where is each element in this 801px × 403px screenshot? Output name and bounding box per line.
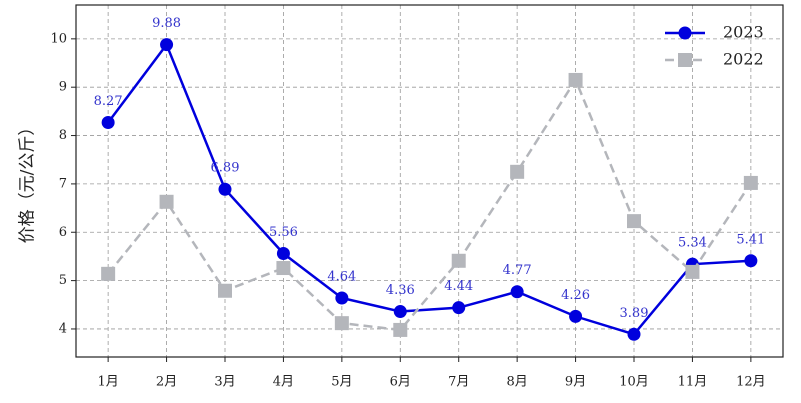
value-label: 8.27 bbox=[94, 94, 123, 109]
y-tick-label: 10 bbox=[50, 31, 67, 46]
y-tick-label: 7 bbox=[59, 176, 67, 191]
value-label: 4.36 bbox=[386, 283, 415, 298]
x-tick-label: 6月 bbox=[390, 375, 411, 390]
y-tick-label: 4 bbox=[59, 321, 67, 336]
point bbox=[101, 115, 115, 129]
y-tick-label: 6 bbox=[59, 225, 67, 240]
point bbox=[217, 283, 232, 298]
point bbox=[159, 194, 174, 209]
legend-label: 2022 bbox=[723, 50, 764, 69]
x-tick-label: 10月 bbox=[619, 375, 649, 390]
y-axis-label: 价格（元/公斤） bbox=[18, 119, 38, 244]
legend-label: 2023 bbox=[723, 23, 764, 42]
point bbox=[743, 175, 758, 190]
x-tick-label: 11月 bbox=[678, 375, 708, 390]
value-label: 5.56 bbox=[269, 225, 298, 240]
y-tick-label: 5 bbox=[59, 273, 67, 288]
point bbox=[510, 164, 525, 179]
plot-frame bbox=[75, 4, 784, 358]
point bbox=[627, 327, 641, 341]
value-label: 3.89 bbox=[620, 306, 649, 321]
point bbox=[451, 253, 466, 268]
point bbox=[276, 247, 290, 261]
point bbox=[568, 72, 583, 87]
value-label: 4.77 bbox=[503, 263, 532, 278]
y-tick-label: 8 bbox=[59, 128, 67, 143]
value-label: 6.89 bbox=[211, 161, 240, 176]
value-label: 5.41 bbox=[736, 232, 765, 247]
point bbox=[744, 254, 758, 268]
value-label: 5.34 bbox=[678, 236, 707, 251]
value-label: 4.64 bbox=[327, 270, 356, 285]
value-label: 4.26 bbox=[561, 288, 590, 303]
point bbox=[393, 322, 408, 337]
legend-marker bbox=[678, 26, 692, 40]
x-tick-label: 2月 bbox=[156, 375, 177, 390]
point bbox=[510, 285, 524, 299]
x-tick-label: 7月 bbox=[448, 375, 469, 390]
point bbox=[685, 264, 700, 279]
series-line bbox=[107, 77, 752, 332]
point bbox=[218, 182, 232, 196]
point bbox=[276, 261, 291, 276]
point bbox=[335, 291, 349, 305]
point bbox=[627, 214, 642, 229]
point bbox=[569, 309, 583, 323]
x-tick-label: 5月 bbox=[331, 375, 352, 390]
value-label: 4.44 bbox=[444, 279, 473, 294]
x-tick-label: 12月 bbox=[736, 375, 766, 390]
point bbox=[452, 301, 466, 315]
value-label: 9.88 bbox=[152, 16, 181, 31]
x-tick-label: 8月 bbox=[507, 375, 528, 390]
series-line bbox=[107, 42, 751, 336]
x-tick-label: 9月 bbox=[565, 375, 586, 390]
x-tick-label: 3月 bbox=[214, 375, 235, 390]
point bbox=[393, 305, 407, 319]
point bbox=[334, 316, 349, 331]
point bbox=[101, 266, 116, 281]
legend-marker bbox=[678, 53, 692, 67]
point bbox=[160, 38, 174, 52]
x-tick-label: 4月 bbox=[273, 375, 294, 390]
y-tick-label: 9 bbox=[59, 80, 67, 95]
x-tick-label: 1月 bbox=[97, 375, 118, 390]
